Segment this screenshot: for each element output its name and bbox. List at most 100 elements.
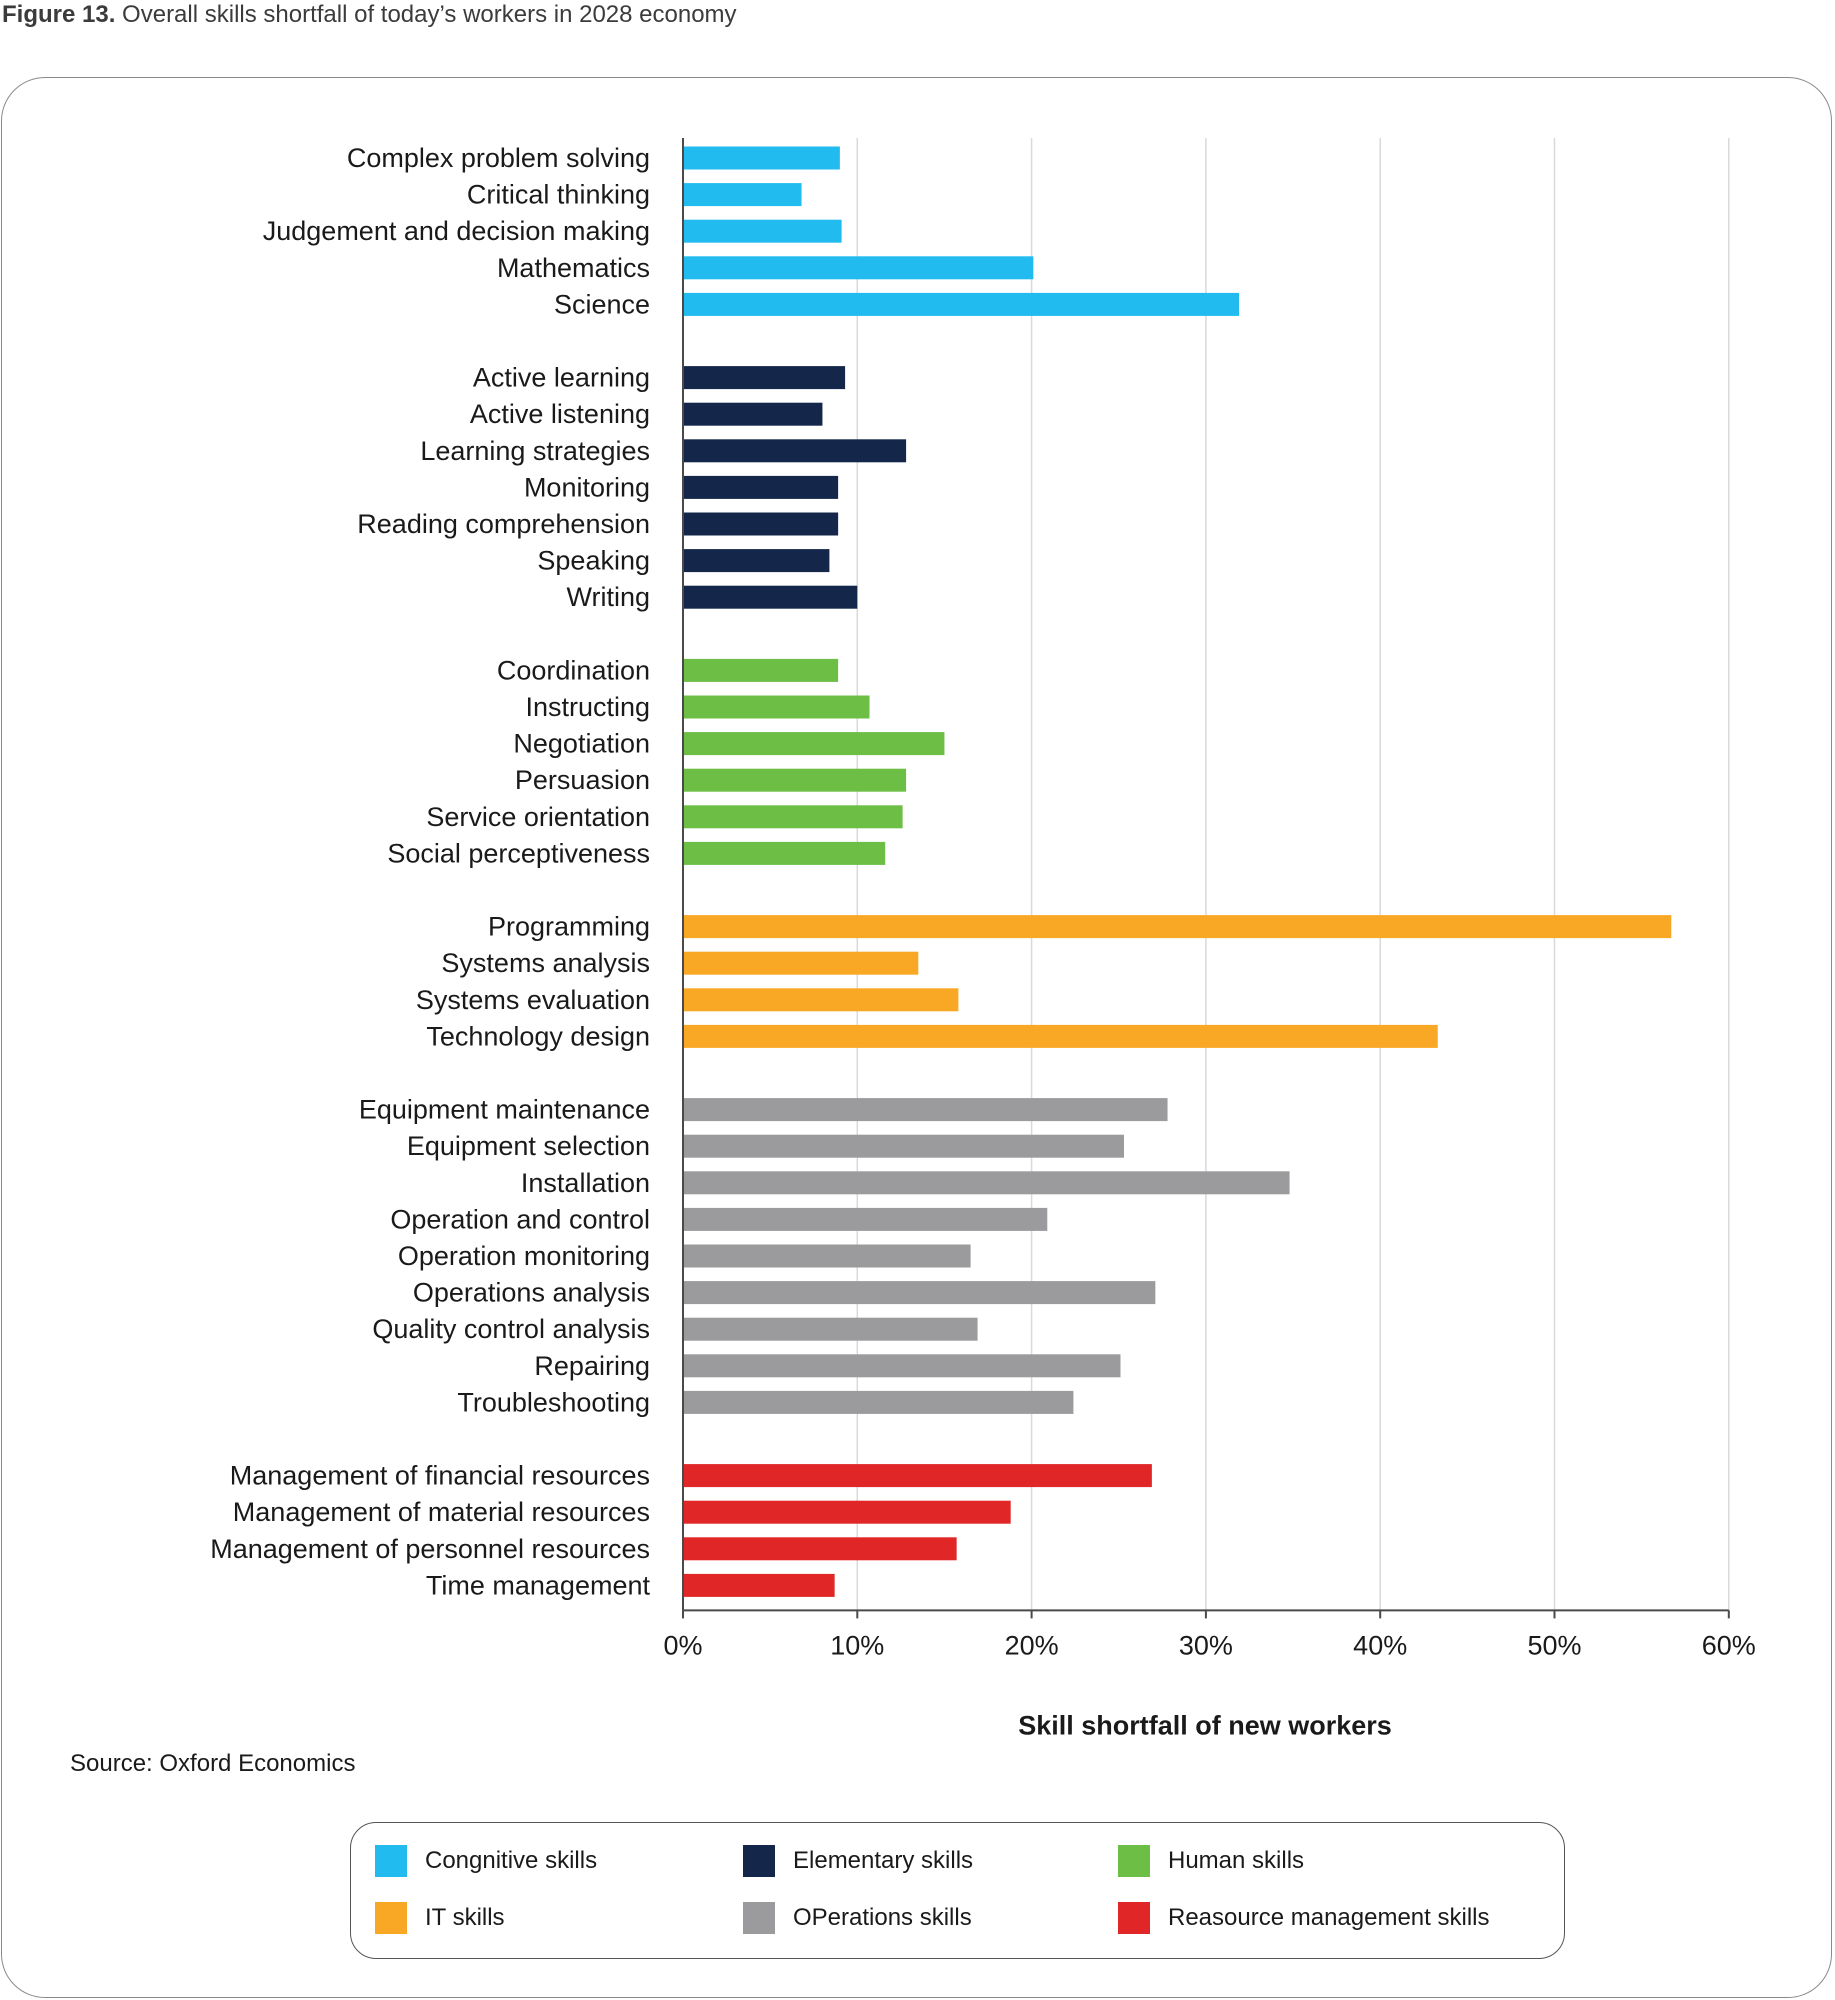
bar-operations-analysis <box>683 1281 1156 1305</box>
category-label: Installation <box>521 1168 650 1198</box>
legend-swatch <box>375 1845 407 1877</box>
bar-management-of-personnel-resources <box>683 1537 957 1561</box>
figure-title: Overall skills shortfall of today’s work… <box>122 1 737 28</box>
figure-caption: Figure 13. Overall skills shortfall of t… <box>2 0 737 30</box>
category-label: Repairing <box>534 1351 650 1381</box>
bar-negotiation <box>683 732 945 756</box>
legend-label: Reasource management skills <box>1168 1904 1490 1931</box>
bar-systems-evaluation <box>683 988 959 1012</box>
bar-management-of-financial-resources <box>683 1464 1152 1488</box>
category-label: Active listening <box>470 399 650 429</box>
legend-label: OPerations skills <box>793 1904 972 1931</box>
category-label: Operations analysis <box>413 1278 650 1308</box>
bar-learning-strategies <box>683 439 907 463</box>
bar-installation <box>683 1171 1290 1195</box>
category-label: Coordination <box>497 655 650 685</box>
legend-swatch <box>743 1845 775 1877</box>
x-tick-label: 60% <box>1702 1630 1756 1660</box>
category-label: Learning strategies <box>420 436 650 466</box>
bar-instructing <box>683 695 870 719</box>
bar-operation-and-control <box>683 1207 1048 1231</box>
x-tick-label: 20% <box>1005 1630 1059 1660</box>
bar-science <box>683 292 1240 316</box>
x-axis-title: Skill shortfall of new workers <box>1018 1710 1392 1740</box>
bar-judgement-and-decision-making <box>683 219 842 243</box>
bar-monitoring <box>683 475 839 499</box>
bar-reading-comprehension <box>683 512 839 536</box>
category-label: Active learning <box>473 363 650 393</box>
bar-social-perceptiveness <box>683 841 886 865</box>
category-label: Operation and control <box>390 1204 650 1234</box>
bar-chart: Complex problem solving Critical thinking… <box>210 138 1756 1740</box>
x-tick-label: 30% <box>1179 1630 1233 1660</box>
x-tick-label: 0% <box>663 1630 702 1660</box>
category-label: Systems analysis <box>441 948 650 978</box>
category-label: Equipment maintenance <box>359 1095 650 1125</box>
bar-equipment-selection <box>683 1134 1124 1158</box>
category-label: Reading comprehension <box>357 509 650 539</box>
bar-mathematics <box>683 256 1034 280</box>
bar-active-listening <box>683 402 823 426</box>
bar-speaking <box>683 549 830 573</box>
bar-repairing <box>683 1354 1121 1378</box>
category-label: Technology design <box>426 1021 650 1051</box>
bar-writing <box>683 585 858 609</box>
category-label: Science <box>554 289 650 319</box>
bar-service-orientation <box>683 805 903 829</box>
category-label: Management of material resources <box>233 1497 650 1527</box>
category-label: Judgement and decision making <box>263 216 650 246</box>
category-label: Persuasion <box>515 765 650 795</box>
category-label: Negotiation <box>513 729 650 759</box>
category-label: Speaking <box>537 546 650 576</box>
bar-troubleshooting <box>683 1390 1074 1414</box>
legend-item: IT skills <box>375 1902 505 1934</box>
category-label: Troubleshooting <box>457 1387 650 1417</box>
category-label: Instructing <box>525 692 650 722</box>
category-label: Management of personnel resources <box>210 1534 650 1564</box>
legend-swatch <box>743 1902 775 1934</box>
category-label: Management of financial resources <box>230 1461 650 1491</box>
bar-coordination <box>683 658 839 682</box>
x-tick-label: 10% <box>830 1630 884 1660</box>
category-label: Critical thinking <box>467 180 650 210</box>
legend-item: Elementary skills <box>743 1845 973 1877</box>
legend-label: Human skills <box>1168 1847 1305 1874</box>
category-label: Programming <box>488 912 650 942</box>
bar-persuasion <box>683 768 907 792</box>
bar-time-management <box>683 1573 835 1597</box>
legend-label: Elementary skills <box>793 1847 974 1874</box>
source-note: Source: Oxford Economics <box>70 1750 356 1777</box>
legend-item: OPerations skills <box>743 1902 972 1934</box>
legend-swatch <box>1118 1902 1150 1934</box>
legend-item: Human skills <box>1118 1845 1304 1877</box>
bar-active-learning <box>683 366 846 390</box>
bar-programming <box>683 915 1672 939</box>
legend-swatch <box>375 1902 407 1934</box>
bar-critical-thinking <box>683 183 802 207</box>
bar-quality-control-analysis <box>683 1317 978 1341</box>
bar-management-of-material-resources <box>683 1500 1011 1524</box>
category-label: Monitoring <box>524 472 650 502</box>
legend-label: IT skills <box>425 1904 505 1931</box>
category-label: Social perceptiveness <box>387 838 650 868</box>
category-label: Mathematics <box>497 253 650 283</box>
legend: Congnitive skills Elementary skills Human … <box>350 1822 1565 1959</box>
category-label: Time management <box>426 1570 651 1600</box>
category-label: Service orientation <box>426 802 650 832</box>
x-tick-label: 40% <box>1353 1630 1407 1660</box>
category-label: Equipment selection <box>407 1131 650 1161</box>
category-label: Quality control analysis <box>372 1314 650 1344</box>
bar-systems-analysis <box>683 951 919 975</box>
x-tick-label: 50% <box>1527 1630 1581 1660</box>
legend-label: Congnitive skills <box>425 1847 598 1874</box>
legend-item: Congnitive skills <box>375 1845 597 1877</box>
bar-technology-design <box>683 1024 1438 1048</box>
category-label: Complex problem solving <box>347 143 650 173</box>
bar-operation-monitoring <box>683 1244 971 1268</box>
bar-complex-problem-solving <box>683 146 840 170</box>
legend-swatch <box>1118 1845 1150 1877</box>
legend-item: Reasource management skills <box>1118 1902 1489 1934</box>
figure-number: Figure 13. <box>2 1 116 28</box>
category-label: Operation monitoring <box>398 1241 650 1271</box>
category-label: Systems evaluation <box>416 985 650 1015</box>
